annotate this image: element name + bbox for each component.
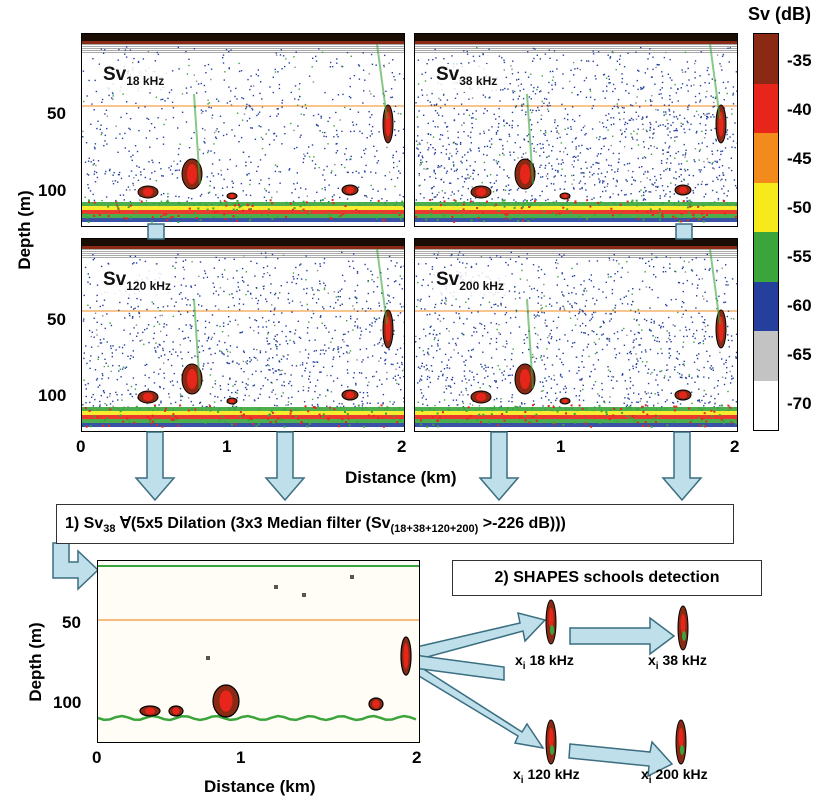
connector-left <box>147 223 165 240</box>
top-ytick-50-upper: 50 <box>47 104 66 123</box>
top-xtick-1-left: 1 <box>222 437 232 456</box>
connector-right <box>675 223 693 240</box>
step1-middle-sub: (18+38+120+200) <box>390 523 479 536</box>
echogram-38khz-image <box>415 34 737 223</box>
bottom-xtick-0: 0 <box>92 748 102 767</box>
echogram-120khz-image <box>82 239 404 428</box>
step1-formula-box: 1) Sv38 ∀(5x5 Dilation (3x3 Median filte… <box>56 504 734 544</box>
echogram-120khz: Sv120 kHz <box>81 238 405 432</box>
echogram-18khz: Sv18 kHz <box>81 33 405 227</box>
arrow-120-to-200 <box>568 740 674 778</box>
colorbar-tick-65: -65 <box>787 345 812 364</box>
bottom-x-axis-label: Distance (km) <box>204 777 316 796</box>
arrow-down-2 <box>264 431 306 502</box>
top-xtick-0-left: 0 <box>76 437 86 456</box>
colorbar-segment <box>754 34 778 84</box>
top-x-axis-label: Distance (km) <box>345 468 457 487</box>
step1-prefix-sub: 38 <box>103 523 116 536</box>
arrow-to-120 <box>407 661 545 750</box>
colorbar-segment <box>754 331 778 381</box>
colorbar-tick-70: -70 <box>787 394 812 413</box>
colorbar <box>753 33 779 431</box>
colorbar-tick-40: -40 <box>787 100 812 119</box>
top-xtick-2-left: 2 <box>397 437 407 456</box>
colorbar-segment <box>754 83 778 133</box>
top-ytick-100-upper: 100 <box>38 181 67 200</box>
step1-suffix: >-226 dB))) <box>478 515 566 532</box>
step2-text: 2) SHAPES schools detection <box>494 569 720 586</box>
school-label-18khz: xi 18 kHz <box>515 652 574 672</box>
colorbar-title: Sv (dB) <box>748 4 811 24</box>
school-label-200khz: xi 200 kHz <box>641 766 708 786</box>
school-label-120khz: xi 120 kHz <box>513 766 580 786</box>
arrow-down-1 <box>134 431 176 502</box>
top-xtick-1-right: 1 <box>556 437 566 456</box>
bottom-ytick-100: 100 <box>53 693 82 712</box>
bottom-xtick-1: 1 <box>236 748 246 767</box>
panel-label-38khz: Sv38 kHz <box>433 64 501 92</box>
panel-label-200khz: Sv200 kHz <box>433 269 507 297</box>
step2-box: 2) SHAPES schools detection <box>452 560 762 596</box>
echogram-38khz: Sv38 kHz <box>414 33 738 227</box>
step1-prefix: 1) Sv <box>65 515 104 532</box>
arrow-down-3 <box>478 431 520 502</box>
arrow-to-18 <box>411 611 547 661</box>
colorbar-tick-50: -50 <box>787 198 812 217</box>
top-ytick-50-lower: 50 <box>47 310 66 329</box>
step1-middle: ∀(5x5 Dilation (3x3 Median filter (Sv <box>115 515 391 532</box>
colorbar-segment <box>754 133 778 183</box>
panel-label-120khz: Sv120 kHz <box>100 269 174 297</box>
filtered-echogram-image <box>98 561 419 742</box>
colorbar-tick-45: -45 <box>787 149 812 168</box>
colorbar-tick-60: -60 <box>787 296 812 315</box>
filtered-echogram <box>97 560 420 743</box>
top-ytick-100-lower: 100 <box>38 386 67 405</box>
top-xtick-2-right: 2 <box>730 437 740 456</box>
arrow-elbow <box>52 542 100 591</box>
bottom-ytick-50: 50 <box>62 613 81 632</box>
bottom-xtick-2: 2 <box>412 748 422 767</box>
arrow-18-to-38 <box>569 616 676 656</box>
school-label-38khz: xi 38 kHz <box>648 652 707 672</box>
colorbar-segment <box>754 281 778 331</box>
echogram-18khz-image <box>82 34 404 223</box>
echogram-200khz: Sv200 kHz <box>414 238 738 432</box>
panel-label-18khz: Sv18 kHz <box>100 64 168 92</box>
colorbar-segment <box>754 380 778 430</box>
colorbar-segment <box>754 232 778 282</box>
colorbar-tick-55: -55 <box>787 247 812 266</box>
colorbar-tick-35: -35 <box>787 51 812 70</box>
arrow-down-4 <box>661 431 703 502</box>
colorbar-segment <box>754 182 778 232</box>
